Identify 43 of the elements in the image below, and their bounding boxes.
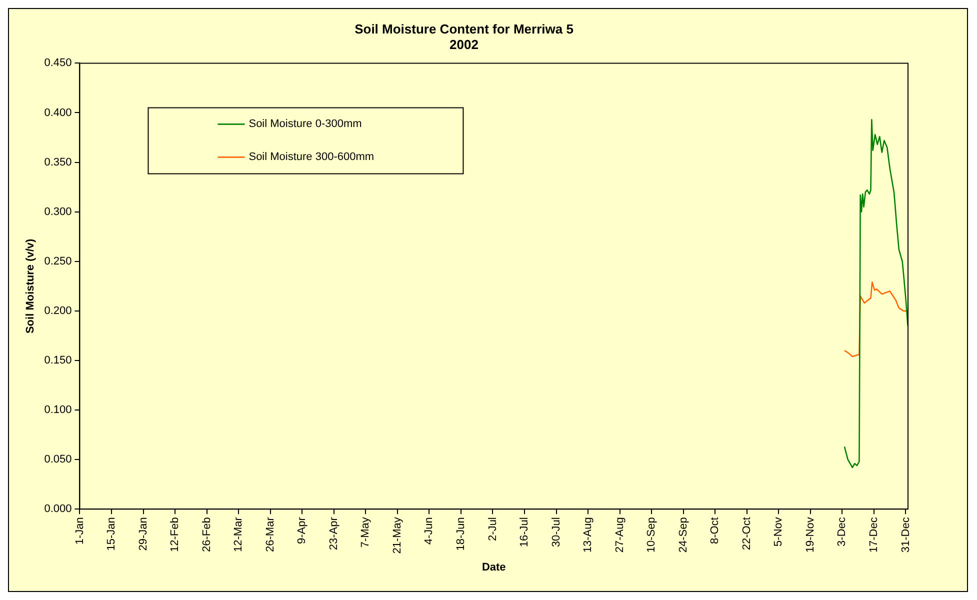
y-tick-label: 0.450 bbox=[44, 57, 72, 70]
x-tick-label: 26-Feb bbox=[200, 517, 213, 552]
x-tick-label: 27-Aug bbox=[614, 517, 626, 553]
x-tick-label: 13-Aug bbox=[582, 517, 594, 553]
y-tick-label: 0.200 bbox=[44, 304, 72, 317]
x-tick-label: 23-Apr bbox=[328, 516, 340, 550]
y-tick-label: 0.050 bbox=[44, 454, 72, 466]
y-tick-label: 0.150 bbox=[44, 354, 72, 367]
x-tick-label: 21-May bbox=[391, 516, 404, 554]
chart-title: Soil Moisture Content for Merriwa 5 bbox=[354, 21, 574, 36]
x-tick-label: 7-May bbox=[360, 516, 372, 548]
x-tick-label: 9-Apr bbox=[296, 516, 308, 544]
legend-label: Soil Moisture 0-300mm bbox=[248, 118, 362, 130]
x-tick-label: 15-Jan bbox=[106, 517, 118, 551]
y-tick-label: 0.400 bbox=[44, 106, 72, 119]
x-tick-label: 12-Feb bbox=[169, 517, 182, 552]
x-tick-label: 4-Jun bbox=[423, 517, 436, 545]
x-tick-label: 30-Jul bbox=[550, 517, 562, 548]
x-tick-label: 12-Mar bbox=[232, 516, 245, 552]
x-tick-label: 22-Oct bbox=[740, 517, 753, 550]
x-tick-label: 19-Nov bbox=[804, 516, 816, 553]
legend-label: Soil Moisture 300-600mm bbox=[248, 151, 374, 164]
chart-subtitle: 2002 bbox=[450, 36, 478, 52]
x-tick-label: 18-Jun bbox=[454, 517, 467, 551]
x-tick-label: 3-Dec bbox=[836, 516, 848, 546]
x-tick-label: 26-Mar bbox=[264, 516, 276, 552]
y-tick-label: 0.000 bbox=[44, 503, 72, 516]
x-tick-label: 10-Sep bbox=[646, 517, 658, 553]
y-axis-title: Soil Moisture (v/v) bbox=[24, 238, 37, 334]
x-tick-label: 2-Jul bbox=[486, 517, 499, 541]
y-tick-label: 0.300 bbox=[44, 206, 72, 218]
x-tick-label: 29-Jan bbox=[137, 517, 150, 551]
x-tick-label: 31-Dec bbox=[900, 516, 912, 553]
x-tick-label: 5-Nov bbox=[772, 516, 785, 546]
x-tick-label: 1-Jan bbox=[74, 517, 86, 545]
y-tick-label: 0.250 bbox=[44, 255, 72, 268]
x-tick-label: 16-Jul bbox=[518, 517, 531, 548]
x-tick-label: 17-Dec bbox=[868, 516, 880, 553]
y-tick-label: 0.350 bbox=[44, 156, 72, 168]
x-tick-label: 24-Sep bbox=[677, 517, 690, 553]
x-axis-title: Date bbox=[482, 561, 506, 574]
y-tick-label: 0.100 bbox=[44, 404, 72, 416]
x-tick-label: 8-Oct bbox=[709, 517, 722, 544]
